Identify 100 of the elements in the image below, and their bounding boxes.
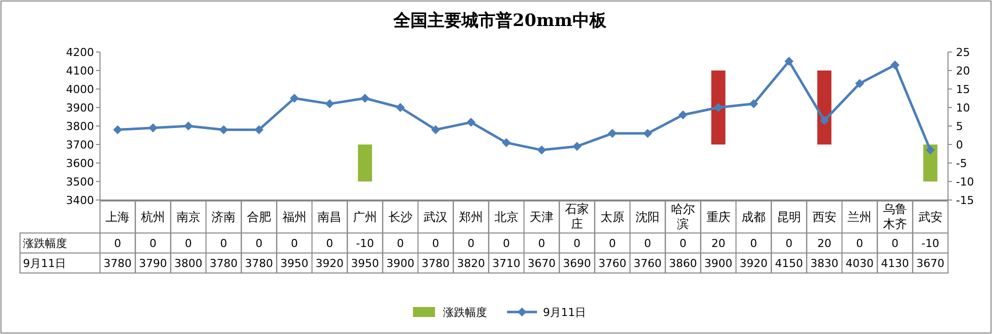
data-label: 3860: [669, 257, 697, 270]
y-tick-label: 4000: [66, 83, 94, 96]
data-label: 0: [856, 237, 864, 250]
data-label: 0: [680, 237, 686, 250]
x-tick-label: 福州: [282, 210, 306, 224]
data-label: 0: [290, 237, 298, 250]
data-label: 0: [608, 237, 616, 250]
point: [926, 146, 935, 155]
data-label: 3900: [704, 257, 732, 270]
data-label: -10: [921, 237, 940, 250]
point: [608, 128, 617, 138]
point: [678, 110, 688, 120]
data-label: 3950: [280, 257, 308, 270]
y-tick-label: 3800: [66, 120, 94, 133]
data-label: 0: [574, 237, 580, 250]
point: [466, 118, 476, 127]
point: [537, 146, 546, 155]
y-tick-label: 3500: [66, 176, 94, 188]
data-label: 3920: [740, 257, 768, 270]
y-tick-label: 3900: [66, 102, 94, 114]
data-label: 0: [150, 237, 156, 250]
data-label: 0: [750, 237, 758, 250]
data-label: 0: [502, 237, 510, 250]
point: [784, 56, 794, 66]
point: [749, 99, 758, 108]
data-label: 0: [256, 237, 262, 250]
point: [290, 94, 299, 103]
point: [431, 125, 440, 134]
data-label: 0: [786, 237, 792, 250]
data-label: 0: [892, 237, 898, 250]
data-label: 3780: [245, 257, 273, 270]
data-label: 3760: [598, 257, 626, 270]
y2-tick-label: -5: [956, 157, 967, 170]
data-label: 0: [432, 237, 440, 250]
y2-tick-label: 25: [956, 46, 970, 59]
text: 涨跌幅度: [23, 237, 67, 250]
point: [890, 60, 900, 70]
x-tick-label: 太原: [600, 210, 624, 224]
point: [148, 123, 158, 132]
x-tick-label: 长沙: [388, 210, 412, 224]
x-tick-label: 天津: [530, 210, 554, 224]
x-tick-label: 武汉: [424, 210, 448, 224]
data-label: 0: [184, 237, 192, 250]
data-label: 3820: [457, 257, 485, 270]
data-label: 20: [711, 237, 726, 250]
y-tick-label: 3700: [66, 138, 94, 152]
y2-tick-label: 5: [956, 120, 963, 133]
text: 9月11日: [23, 257, 66, 270]
y-tick-label: 3600: [66, 157, 94, 170]
x-tick-label: 兰州: [848, 210, 872, 224]
data-label: -10: [356, 237, 374, 250]
x-tick-label: 昆明: [777, 210, 801, 224]
x-tick-label: 合肥: [247, 210, 271, 224]
data-label: 3920: [316, 257, 344, 270]
point: [855, 78, 864, 88]
point: [113, 125, 122, 134]
x-tick-label: 成都: [742, 210, 766, 224]
data-label: 4150: [775, 257, 803, 270]
point: [184, 122, 193, 130]
data-label: 3950: [351, 257, 379, 270]
y2-tick-label: 15: [956, 83, 970, 96]
data-label: 3710: [492, 257, 520, 270]
chart-title: 全国主要城市普20mm中板: [392, 10, 608, 31]
data-label: 3760: [634, 257, 662, 270]
x-tick-label: 济南: [212, 210, 236, 224]
x-tick-label: 上海: [106, 210, 130, 224]
x-tick-label: 郑州: [459, 210, 483, 224]
y2-tick-label: 20: [956, 64, 970, 78]
data-label: 20: [817, 237, 832, 250]
y-tick-label: 3400: [66, 194, 94, 207]
x-tick-label: 南京: [176, 210, 200, 224]
data-label: 3690: [563, 257, 591, 270]
x-tick-label: 北京: [494, 210, 518, 224]
legend-label: 9月11日: [543, 306, 586, 319]
point: [643, 128, 652, 138]
data-label: 0: [538, 237, 546, 250]
data-label: 3900: [386, 257, 414, 270]
data-label: 0: [220, 237, 228, 250]
data-label: 3800: [174, 257, 202, 270]
point: [254, 125, 264, 134]
data-label: 0: [468, 237, 474, 250]
point: [820, 116, 829, 125]
point: [360, 94, 370, 103]
y2-tick-label: 10: [956, 102, 970, 114]
data-label: 4030: [846, 257, 874, 270]
data-label: 3780: [210, 257, 238, 270]
x-tick-label: 武安: [918, 210, 942, 224]
x-tick-label: 哈尔滨: [671, 202, 695, 231]
x-tick-label: 沈阳: [636, 210, 660, 224]
data-label: 3780: [422, 257, 450, 270]
point: [325, 99, 334, 108]
x-tick-label: 西安: [812, 210, 836, 224]
y2-tick-label: -10: [956, 176, 974, 188]
data-label: 0: [644, 237, 652, 250]
x-tick-label: 重庆: [706, 210, 730, 224]
x-tick-label: 南昌: [318, 210, 342, 224]
data-label: 3790: [139, 257, 167, 270]
data-label: 3670: [528, 257, 556, 270]
point: [714, 103, 723, 112]
data-label: 3830: [810, 257, 838, 270]
